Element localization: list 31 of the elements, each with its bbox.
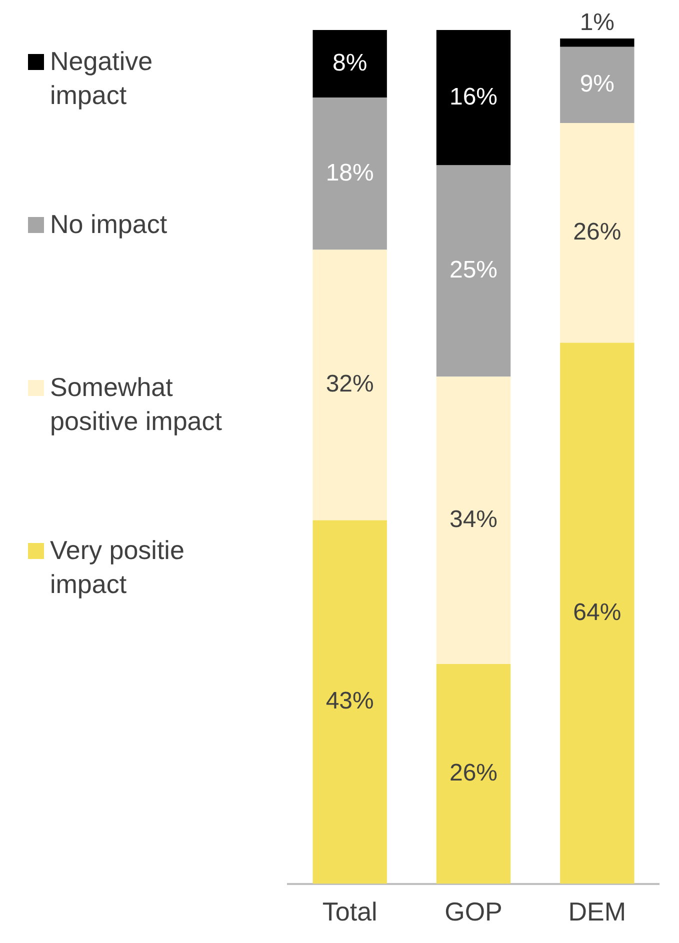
data-label: 9%	[580, 70, 615, 98]
x-tick-label: DEM	[568, 896, 626, 927]
x-tick-label: Total	[322, 896, 378, 927]
data-label: 26%	[573, 218, 622, 246]
data-label: 64%	[573, 598, 622, 626]
data-label: 18%	[326, 159, 374, 186]
data-label: 16%	[449, 83, 498, 110]
bar	[436, 376, 511, 664]
legend-label: No impact	[50, 208, 168, 241]
x-tick-label: GOP	[444, 896, 502, 927]
data-label: 26%	[449, 760, 498, 787]
data-label: 32%	[326, 370, 374, 398]
bar	[312, 520, 387, 884]
bar	[436, 165, 511, 377]
bar	[560, 122, 634, 343]
data-label: 34%	[449, 506, 498, 533]
data-label: 25%	[449, 256, 498, 284]
data-label: 8%	[332, 49, 368, 76]
bar	[560, 38, 634, 47]
bar	[312, 30, 387, 98]
data-label: 43%	[326, 688, 374, 715]
bar	[312, 250, 387, 520]
legend-label: Negative impact	[50, 45, 154, 112]
bar	[560, 342, 634, 884]
legend-label: Very positie impact	[50, 534, 186, 601]
bar	[560, 46, 634, 123]
bar	[312, 98, 387, 250]
data-label: 1%	[580, 9, 615, 36]
bar	[436, 30, 511, 166]
legend-label: Somewhat positive impact	[50, 371, 223, 438]
bar	[436, 664, 511, 884]
